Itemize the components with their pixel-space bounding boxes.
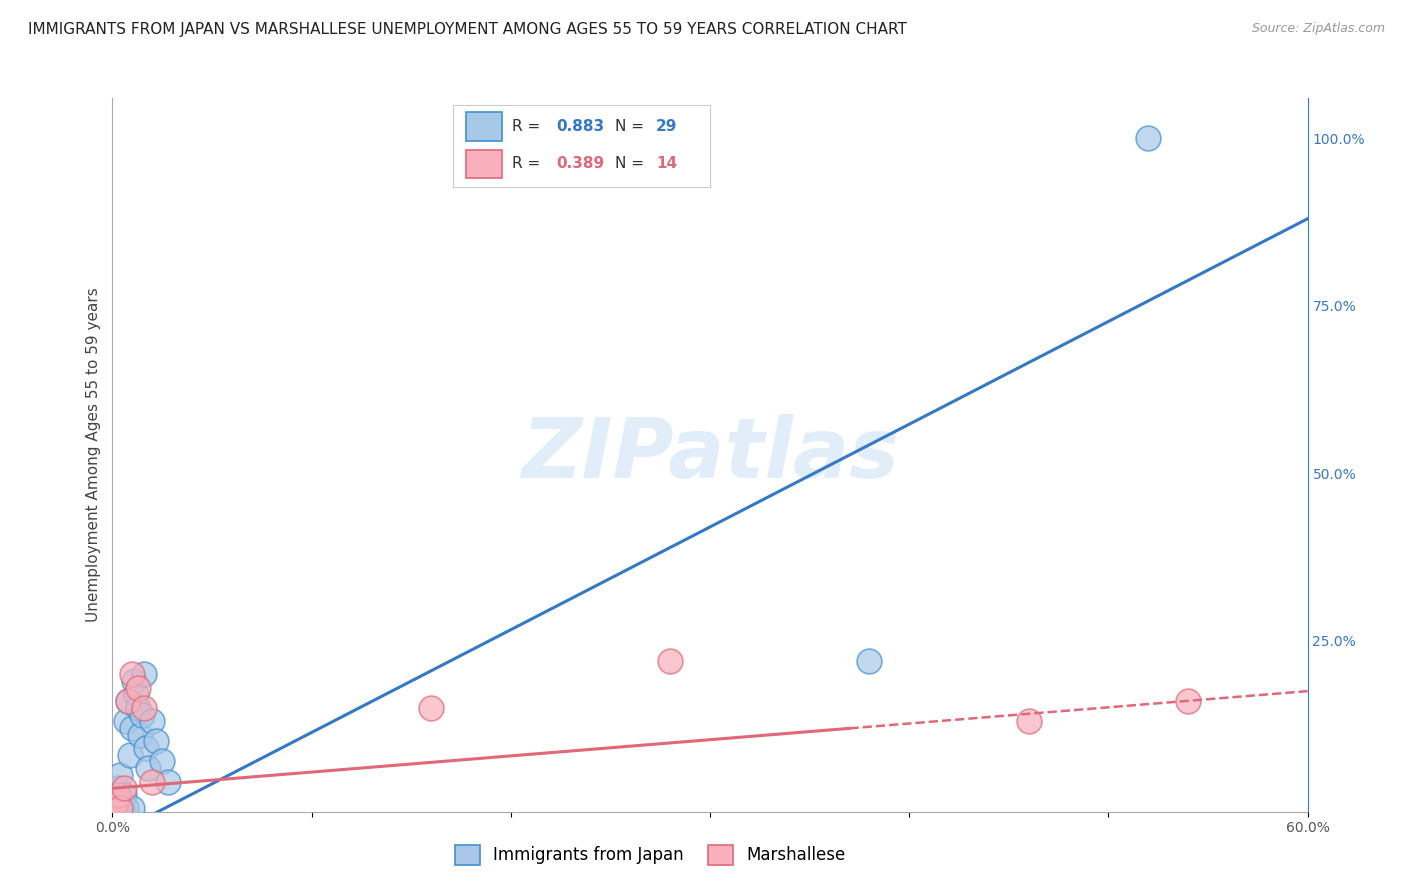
Point [117, 694, 139, 708]
Point [103, 788, 125, 802]
Point [1137, 131, 1160, 145]
Point [110, 795, 132, 809]
Point [145, 734, 167, 748]
Point [105, 795, 128, 809]
Point [110, 801, 132, 815]
Text: ZIPatlas: ZIPatlas [522, 415, 898, 495]
Point [1177, 694, 1199, 708]
Point [135, 741, 157, 756]
Point [120, 747, 142, 762]
Point [150, 755, 173, 769]
Point [107, 781, 129, 796]
Point [107, 788, 129, 802]
Point [105, 801, 128, 815]
Point [103, 801, 125, 815]
Point [115, 801, 138, 815]
Point [127, 681, 149, 695]
Point [127, 701, 149, 715]
Point [138, 761, 160, 775]
Point [129, 728, 152, 742]
Point [121, 721, 143, 735]
Point [121, 801, 143, 815]
Point [420, 701, 443, 715]
Point [114, 781, 135, 796]
Point [125, 688, 148, 702]
Point [117, 694, 139, 708]
Point [131, 707, 153, 722]
Point [103, 801, 125, 815]
Point [105, 795, 128, 809]
Point [115, 714, 138, 729]
Point [124, 674, 146, 689]
Point [659, 654, 682, 668]
Text: IMMIGRANTS FROM JAPAN VS MARSHALLESE UNEMPLOYMENT AMONG AGES 55 TO 59 YEARS CORR: IMMIGRANTS FROM JAPAN VS MARSHALLESE UNE… [28, 22, 907, 37]
Legend: Immigrants from Japan, Marshallese: Immigrants from Japan, Marshallese [449, 838, 852, 871]
Point [141, 714, 163, 729]
Point [134, 667, 156, 681]
Point [141, 774, 163, 789]
Y-axis label: Unemployment Among Ages 55 to 59 years: Unemployment Among Ages 55 to 59 years [86, 287, 101, 623]
Point [121, 667, 143, 681]
Point [134, 701, 156, 715]
Text: Source: ZipAtlas.com: Source: ZipAtlas.com [1251, 22, 1385, 36]
Point [111, 801, 134, 815]
Point [114, 788, 135, 802]
Point [1018, 714, 1040, 729]
Point [157, 774, 180, 789]
Point [110, 768, 132, 782]
Point [858, 654, 880, 668]
